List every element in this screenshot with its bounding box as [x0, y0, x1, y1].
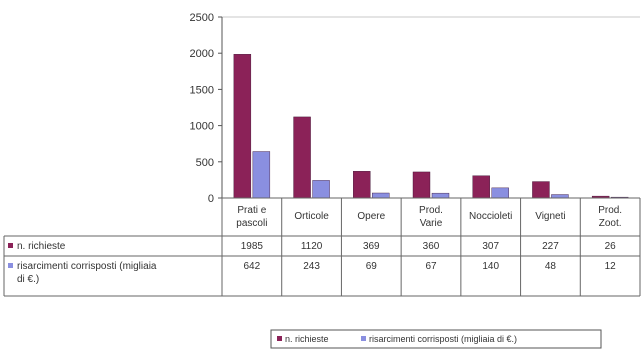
legend-key-n-richieste: [277, 336, 282, 341]
legend-label: risarcimenti corrisposti (migliaia di €.…: [369, 334, 517, 344]
row-label: risarcimenti corrisposti (migliaia: [17, 261, 157, 272]
data-value: 369: [363, 241, 380, 252]
data-value: 140: [482, 261, 499, 272]
y-tick-label: 500: [196, 157, 214, 169]
data-value: 67: [425, 261, 437, 272]
row-label: n. richieste: [17, 241, 66, 252]
bar-n-richieste: [532, 181, 550, 199]
category-label: Prod.: [419, 205, 443, 216]
category-label: Orticole: [294, 211, 329, 222]
data-value: 69: [366, 261, 378, 272]
category-label: Prod.: [598, 205, 622, 216]
y-tick-label: 2000: [190, 48, 214, 60]
bar-risarcimenti: [551, 194, 569, 199]
row-legend-key: [8, 243, 13, 248]
y-tick-label: 0: [208, 193, 214, 205]
data-value: 227: [542, 241, 559, 252]
category-label: Vigneti: [535, 211, 565, 222]
bar-risarcimenti: [312, 180, 330, 199]
category-label: Prati e: [237, 205, 266, 216]
category-label: Zoot.: [599, 218, 622, 229]
bar-risarcimenti: [431, 192, 450, 199]
data-value: 12: [605, 261, 617, 272]
legend-box: [270, 329, 602, 349]
row-legend-key: [8, 263, 13, 268]
bar-n-richieste: [472, 175, 490, 199]
bar-n-richieste: [412, 171, 431, 199]
data-value: 48: [545, 261, 557, 272]
bar-n-richieste: [233, 54, 252, 199]
bar-n-richieste: [293, 116, 311, 199]
y-tick-label: 1500: [190, 84, 214, 96]
data-value: 26: [605, 241, 617, 252]
bar-n-richieste: [353, 171, 371, 199]
data-value: 243: [303, 261, 320, 272]
legend-label: n. richieste: [285, 334, 329, 344]
category-label: Noccioleti: [469, 211, 512, 222]
category-label: Varie: [420, 218, 443, 229]
data-value: 1120: [301, 241, 323, 252]
data-value: 307: [482, 241, 499, 252]
category-label: pascoli: [236, 218, 267, 229]
category-label: Opere: [357, 211, 385, 222]
data-value: 1985: [241, 241, 264, 252]
y-tick-label: 2500: [190, 12, 214, 24]
legend-key-risarcimenti: [361, 336, 366, 341]
bar-risarcimenti: [372, 192, 390, 199]
bar-risarcimenti: [491, 187, 509, 199]
bar-risarcimenti: [252, 151, 271, 199]
y-tick-label: 1000: [190, 121, 214, 133]
data-value: 360: [423, 241, 440, 252]
row-label: di €.): [17, 274, 39, 285]
data-value: 642: [244, 261, 261, 272]
